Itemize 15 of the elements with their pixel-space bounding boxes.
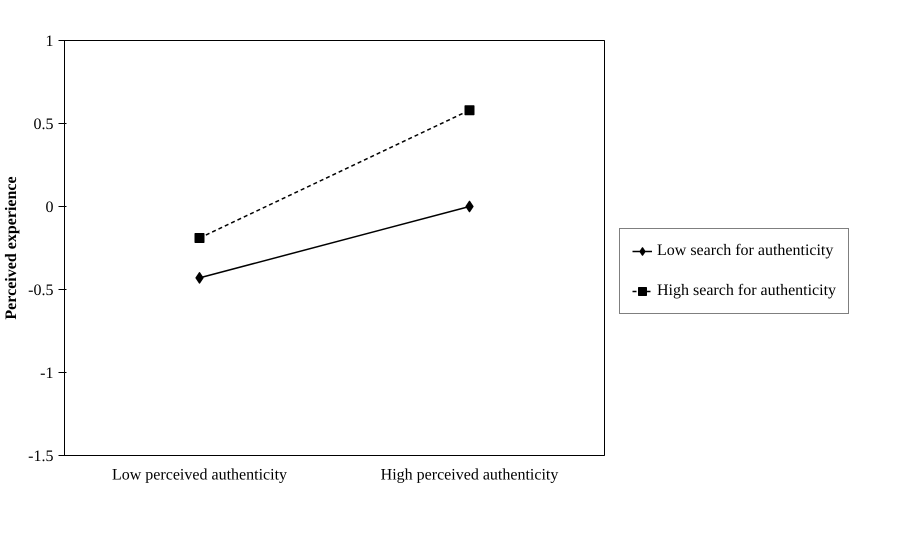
y-tick-label: 1 bbox=[46, 33, 54, 50]
x-tick-label: Low perceived authenticity bbox=[112, 466, 288, 484]
y-tick-label: -0.5 bbox=[28, 282, 54, 299]
point bbox=[195, 272, 204, 284]
y-axis-title: Perceived experience bbox=[3, 176, 20, 320]
y-tick-label: 0.5 bbox=[34, 116, 54, 133]
y-tick-label: -1.5 bbox=[28, 448, 54, 465]
legend-label: High search for authenticity bbox=[657, 282, 836, 300]
point bbox=[465, 200, 474, 212]
point bbox=[194, 233, 204, 244]
legend-label: Low search for authenticity bbox=[657, 242, 834, 260]
y-tick-label: 0 bbox=[46, 199, 54, 216]
y-tick-label: -1 bbox=[40, 365, 54, 382]
x-tick-label: High perceived authenticity bbox=[380, 466, 558, 484]
point bbox=[464, 105, 474, 116]
